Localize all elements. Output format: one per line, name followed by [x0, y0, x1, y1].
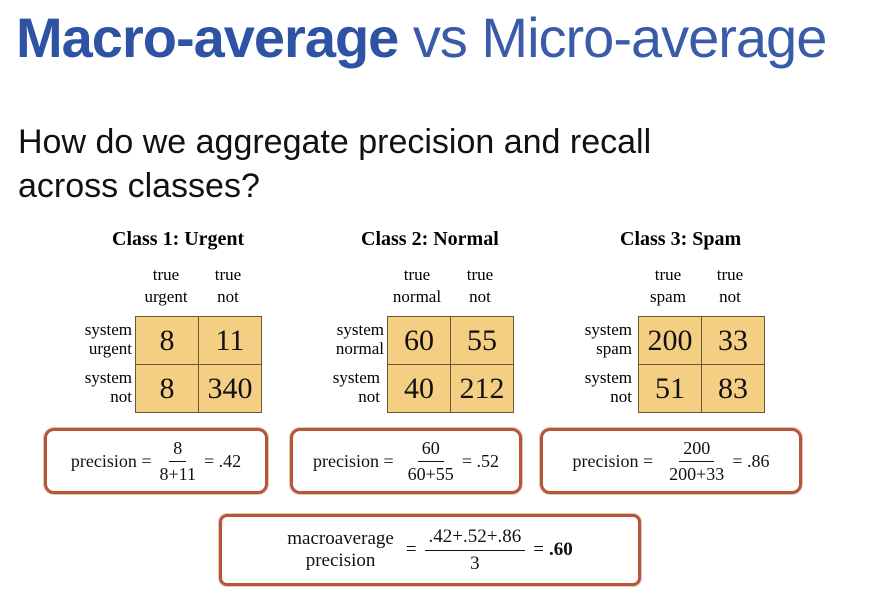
class-1-confusion-matrix: 8 11 8 340: [135, 316, 262, 413]
class-1-col-head-1: true urgent: [136, 264, 196, 308]
row-head-line: not: [610, 387, 632, 406]
row-head-line: not: [110, 387, 132, 406]
class-2-confusion-matrix: 60 55 40 212: [387, 316, 514, 413]
class-3-confusion-matrix: 200 33 51 83: [638, 316, 765, 413]
fraction-numerator: .42+.52+.86: [424, 526, 526, 551]
col-head-line: true: [466, 265, 494, 284]
matrix-cell: 83: [702, 365, 764, 412]
row-head-line: system: [84, 368, 132, 387]
macro-label-line: precision: [305, 550, 376, 571]
precision-label: precision =: [572, 450, 654, 471]
macroaverage-label: macroaverage precision: [287, 528, 394, 572]
precision-result: = .86: [732, 450, 770, 471]
class-1-precision-box: precision = 8 8+11 = .42: [44, 428, 268, 494]
question-line-1: How do we aggregate precision and recall: [18, 123, 652, 161]
class-3-row-head-2: system not: [560, 368, 632, 406]
fraction-numerator: 60: [417, 438, 444, 462]
question-line-2: across classes?: [18, 167, 260, 205]
matrix-cell: 40: [388, 365, 450, 412]
macro-equals: =: [405, 539, 417, 560]
matrix-cell: 8: [136, 365, 198, 412]
col-head-line: spam: [650, 287, 686, 306]
matrix-cell: 51: [639, 365, 701, 412]
class-3-row-head-1: system spam: [560, 320, 632, 358]
class-1-row-head-2: system not: [60, 368, 132, 406]
matrix-cell: 340: [199, 365, 261, 412]
precision-label: precision =: [70, 450, 152, 471]
class-2-row-head-2: system not: [306, 368, 380, 406]
class-3-col-head-1: true spam: [638, 264, 698, 308]
matrix-cell: 11: [199, 317, 261, 364]
class-3-precision-box: precision = 200 200+33 = .86: [540, 428, 802, 494]
macro-label-line: macroaverage: [287, 528, 394, 549]
class-2-col-head-2: true not: [450, 264, 510, 308]
col-head-line: not: [469, 287, 491, 306]
row-head-line: spam: [596, 339, 632, 358]
matrix-cell: 55: [451, 317, 513, 364]
col-head-line: not: [217, 287, 239, 306]
row-head-line: normal: [335, 339, 384, 358]
class-2-col-head-1: true normal: [385, 264, 449, 308]
row-head-line: system: [584, 368, 632, 387]
matrix-cell: 60: [388, 317, 450, 364]
col-head-line: normal: [392, 287, 442, 306]
row-head-line: system: [336, 320, 384, 339]
col-head-line: true: [214, 265, 242, 284]
precision-fraction: 200 200+33: [665, 438, 728, 485]
col-head-line: true: [152, 265, 180, 284]
col-head-line: true: [716, 265, 744, 284]
slide-title-rest: vs Micro-average: [398, 6, 827, 69]
precision-fraction: 60 60+55: [404, 438, 458, 485]
macro-fraction: .42+.52+.86 3: [424, 526, 526, 575]
precision-fraction: 8 8+11: [156, 438, 200, 485]
row-head-line: system: [84, 320, 132, 339]
slide-question: How do we aggregate precision and recall…: [18, 120, 738, 208]
precision-result: = .52: [461, 450, 499, 471]
row-head-line: system: [332, 368, 380, 387]
macroaverage-box: macroaverage precision = .42+.52+.86 3 = .…: [219, 514, 641, 586]
class-3-col-head-2: true not: [700, 264, 760, 308]
class-1-title: Class 1: Urgent: [112, 228, 245, 250]
precision-label: precision =: [313, 450, 394, 471]
col-head-line: true: [403, 265, 431, 284]
class-2-row-head-1: system normal: [306, 320, 384, 358]
col-head-line: not: [719, 287, 741, 306]
col-head-line: urgent: [144, 287, 188, 306]
slide-title-bold: Macro-average: [16, 6, 399, 69]
class-3-title: Class 3: Spam: [620, 228, 742, 250]
class-1-row-head-1: system urgent: [60, 320, 132, 358]
macro-result: .60: [548, 539, 573, 560]
class-2-precision-box: precision = 60 60+55 = .52: [290, 428, 522, 494]
fraction-denominator: 3: [470, 552, 480, 574]
row-head-line: urgent: [88, 339, 132, 358]
matrix-cell: 200: [639, 317, 701, 364]
precision-result: = .42: [203, 450, 242, 471]
fraction-numerator: 200: [679, 438, 715, 462]
matrix-cell: 8: [136, 317, 198, 364]
macro-equals-2: =: [533, 539, 544, 560]
matrix-cell: 33: [702, 317, 764, 364]
fraction-numerator: 8: [169, 438, 187, 462]
row-head-line: not: [358, 387, 380, 406]
class-2-title: Class 2: Normal: [361, 228, 499, 250]
col-head-line: true: [654, 265, 682, 284]
fraction-denominator: 8+11: [159, 463, 196, 484]
row-head-line: system: [584, 320, 632, 339]
slide-title: Macro-average vs Micro-average: [16, 6, 827, 70]
fraction-denominator: 200+33: [669, 463, 725, 484]
fraction-denominator: 60+55: [407, 463, 454, 484]
class-1-col-head-2: true not: [198, 264, 258, 308]
matrix-cell: 212: [451, 365, 513, 412]
